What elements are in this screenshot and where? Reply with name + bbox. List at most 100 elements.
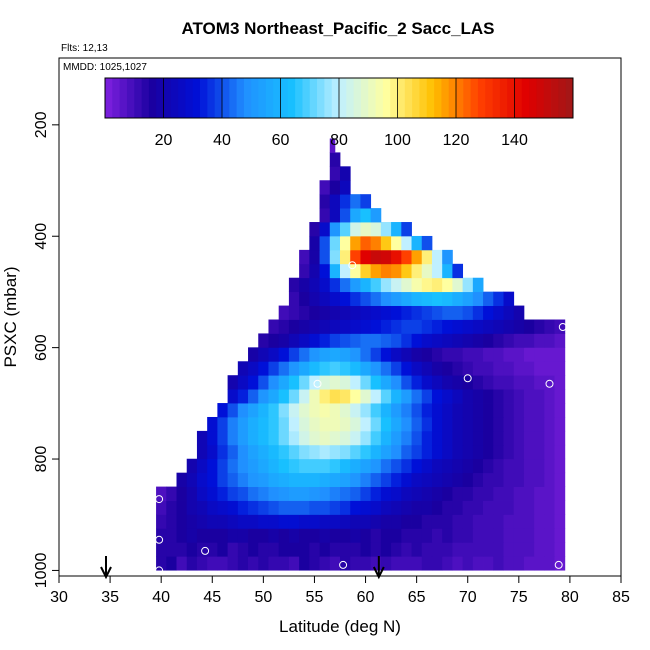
heat-cell [401,249,412,265]
heat-cell [278,361,290,376]
heat-cell [472,277,484,293]
colorbar-segment [368,78,376,118]
heat-cell [452,333,464,348]
chart-title: ATOM3 Northeast_Pacific_2 Sacc_LAS [181,19,494,38]
heat-cell [452,375,464,390]
heat-cell [472,291,484,306]
heat-cell [329,556,341,571]
heat-cell [340,249,351,265]
heat-cell [329,347,341,362]
heat-cell [493,333,504,348]
heat-cell [329,416,341,432]
heat-cell [513,333,525,348]
heat-cell [431,416,443,432]
heat-cell [380,375,392,390]
heat-cell [370,430,382,446]
heat-cell [207,514,218,529]
heat-cell [462,556,474,571]
heat-cell [258,389,269,404]
heat-cell [370,333,382,348]
heat-cell [554,514,566,529]
colorbar-segment [536,78,545,118]
heat-cell [237,542,249,557]
heat-cell [411,249,423,265]
heat-cell [176,556,188,571]
heat-cell [462,389,474,404]
sample-marker [292,155,301,164]
heat-cell [493,430,504,446]
heat-cell [237,514,249,529]
heat-cell [268,472,280,487]
heat-cell [299,444,310,460]
heat-cell [380,444,392,460]
heat-cell [350,361,361,376]
heat-cell [350,472,361,487]
heat-cell [186,500,198,515]
heat-cell [442,458,453,474]
heat-cell [513,514,525,529]
heat-cell [258,514,269,529]
x-tick-label: 70 [459,589,477,606]
plot-frame [58,57,622,577]
heat-cell [462,500,474,515]
heat-cell [421,389,433,404]
heat-cell [299,430,310,446]
heat-cell [329,500,341,515]
heat-cell [196,556,208,571]
heat-cell [442,444,453,460]
heat-cell [227,556,239,571]
colorbar-segment [265,78,274,118]
heat-cell [513,528,525,543]
heat-cell [462,528,474,543]
heat-cell [380,556,392,571]
heat-cell [248,375,259,390]
heat-cell [340,389,351,404]
heat-cell [462,347,474,362]
heat-cell [493,528,504,543]
heat-cell [523,472,535,487]
x-tick-label: 65 [408,589,426,606]
colorbar-segment [470,78,479,118]
heat-cell [340,361,351,376]
heat-cell [329,444,341,460]
mmdd-label: MMDD: 1025,1027 [63,62,147,73]
heat-cell [472,528,484,543]
heat-cell [196,528,208,543]
heat-cell [523,333,535,348]
heat-cell [207,444,218,460]
heat-cell [319,263,331,279]
heat-cell [237,500,249,515]
heat-cell [329,472,341,487]
heat-cell [431,444,443,460]
heat-cell [288,500,300,515]
heat-cell [237,444,249,460]
heat-cell [196,430,208,446]
colorbar-segment [229,78,238,118]
heat-cell [288,305,300,320]
markers [100,155,567,580]
heat-cell [503,458,515,474]
heat-cell [207,458,218,474]
heat-cell [350,208,361,223]
heat-cell [299,514,310,529]
heat-cell [452,444,464,460]
heat-cell [462,291,474,306]
heat-cell [554,403,566,418]
heat-cell [452,458,464,474]
heat-cell [360,556,372,571]
heat-cell [472,556,484,571]
heat-cell [360,514,372,529]
heat-cell [401,235,412,251]
x-axis-title: Latitude (deg N) [279,617,401,636]
heat-cell [431,430,443,446]
heat-cell [534,333,545,348]
heat-cell [258,486,269,501]
heat-cell [207,542,218,557]
heat-cell [309,333,320,348]
heat-cell [380,472,392,487]
heat-cell [554,500,566,515]
heat-cell [278,333,290,348]
x-tick-label: 50 [254,589,272,606]
colorbar-segment [426,78,435,118]
heat-cell [309,542,320,557]
